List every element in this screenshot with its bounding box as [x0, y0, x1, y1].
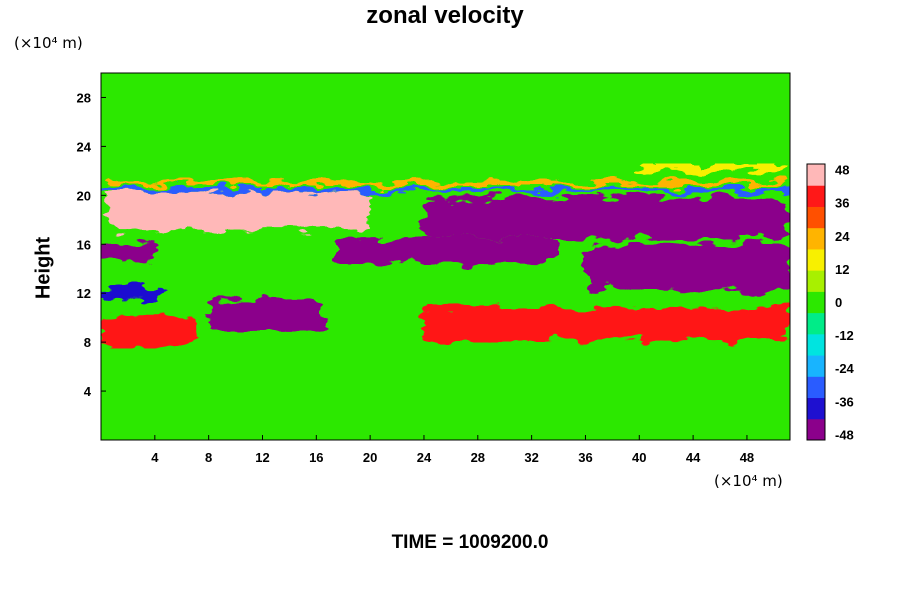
- y-tick-label: 16: [77, 237, 91, 252]
- colorbar-tick-label: 12: [835, 262, 849, 277]
- field-region: [423, 307, 790, 340]
- field-region: [208, 299, 324, 330]
- colorbar-tick-label: -12: [835, 328, 854, 343]
- x-tick-label: 40: [632, 450, 646, 465]
- y-axis-unit: (×10⁴ m): [14, 34, 83, 52]
- colorbar-swatch: [807, 312, 825, 335]
- colorbar-swatch: [807, 355, 825, 377]
- colorbar-swatch: [807, 291, 825, 314]
- colorbar-tick-label: 0: [835, 295, 842, 310]
- field-region: [107, 192, 371, 230]
- field-region: [101, 287, 169, 300]
- x-tick-label: 44: [686, 450, 701, 465]
- colorbar-frame: [806, 163, 826, 441]
- colorbar-swatch: [807, 164, 825, 186]
- y-tick-label: 20: [77, 188, 91, 203]
- x-tick-label: 12: [255, 450, 269, 465]
- colorbar-swatch: [807, 376, 825, 399]
- colorbar-tick-label: -36: [835, 394, 854, 409]
- x-tick-label: 24: [417, 450, 432, 465]
- colorbar-swatch: [807, 333, 825, 356]
- x-tick-label: 8: [205, 450, 212, 465]
- y-tick-label: 8: [84, 335, 91, 350]
- plot-frame: [100, 72, 791, 441]
- x-tick-label: 4: [151, 450, 159, 465]
- field-region: [423, 197, 790, 239]
- x-axis-unit: (×10⁴ m): [714, 472, 783, 490]
- chart-title: zonal velocity: [366, 2, 524, 29]
- time-label: TIME = 1009200.0: [391, 532, 549, 553]
- colorbar-swatch: [807, 185, 825, 207]
- colorbar-swatch: [807, 248, 825, 271]
- colorbar-swatch: [807, 397, 825, 420]
- colorbar-tick-label: 48: [835, 163, 849, 178]
- colorbar-swatch: [807, 270, 825, 292]
- y-tick-label: 12: [77, 286, 91, 301]
- x-tick-label: 48: [740, 450, 754, 465]
- y-tick-label: 24: [77, 139, 92, 154]
- field-region: [101, 315, 196, 349]
- colorbar-swatch: [807, 206, 825, 229]
- field-region: [639, 163, 790, 171]
- x-tick-label: 28: [471, 450, 485, 465]
- field-region: [101, 180, 790, 186]
- field-region: [101, 244, 155, 262]
- x-tick-label: 20: [363, 450, 377, 465]
- x-tick-label: 32: [524, 450, 538, 465]
- colorbar-tick-label: 36: [835, 196, 849, 211]
- field-region: [336, 238, 559, 263]
- x-tick-label: 16: [309, 450, 323, 465]
- x-tick-label: 36: [578, 450, 592, 465]
- field-region: [585, 244, 790, 291]
- colorbar-swatch: [807, 418, 825, 441]
- colorbar-swatch: [807, 227, 825, 250]
- colorbar-tick-label: -24: [835, 361, 855, 376]
- colorbar-tick-label: 24: [835, 229, 850, 244]
- colorbar-tick-label: -48: [835, 427, 854, 442]
- y-tick-label: 4: [84, 384, 92, 399]
- y-tick-label: 28: [77, 90, 91, 105]
- field-region: [101, 187, 790, 193]
